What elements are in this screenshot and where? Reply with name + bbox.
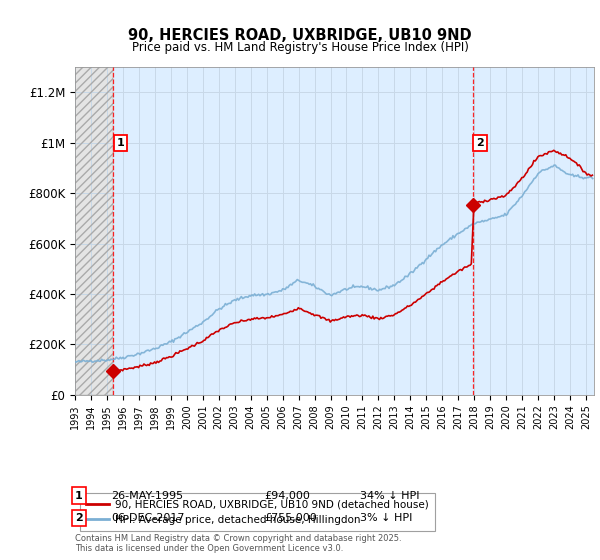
Text: Price paid vs. HM Land Registry's House Price Index (HPI): Price paid vs. HM Land Registry's House …: [131, 41, 469, 54]
Text: 06-DEC-2017: 06-DEC-2017: [111, 513, 185, 523]
Text: 2: 2: [476, 138, 484, 148]
Text: 90, HERCIES ROAD, UXBRIDGE, UB10 9ND: 90, HERCIES ROAD, UXBRIDGE, UB10 9ND: [128, 28, 472, 43]
Text: 1: 1: [116, 138, 124, 148]
Text: 34% ↓ HPI: 34% ↓ HPI: [360, 491, 419, 501]
Text: 3% ↓ HPI: 3% ↓ HPI: [360, 513, 412, 523]
Text: 1: 1: [75, 491, 83, 501]
Text: £755,000: £755,000: [264, 513, 317, 523]
Legend: 90, HERCIES ROAD, UXBRIDGE, UB10 9ND (detached house), HPI: Average price, detac: 90, HERCIES ROAD, UXBRIDGE, UB10 9ND (de…: [80, 493, 434, 531]
Text: Contains HM Land Registry data © Crown copyright and database right 2025.
This d: Contains HM Land Registry data © Crown c…: [75, 534, 401, 553]
Text: 2: 2: [75, 513, 83, 523]
Text: £94,000: £94,000: [264, 491, 310, 501]
Text: 26-MAY-1995: 26-MAY-1995: [111, 491, 183, 501]
Bar: [75, 67, 113, 395]
Bar: [75, 67, 113, 395]
